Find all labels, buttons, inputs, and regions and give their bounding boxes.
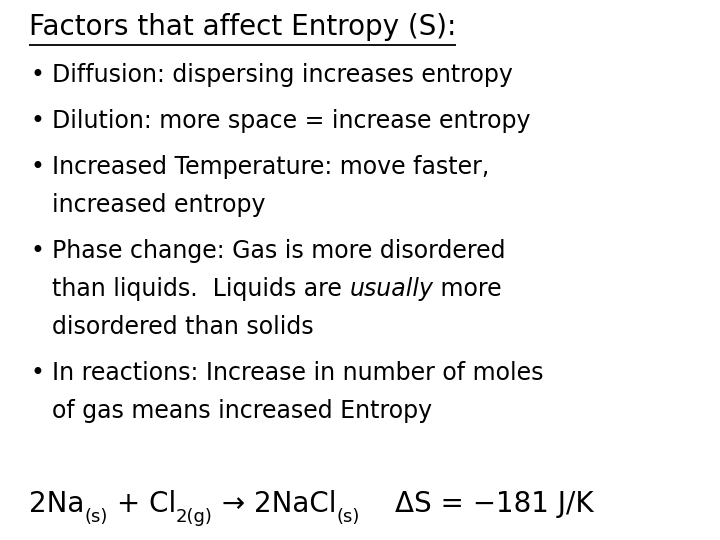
Text: 2(g): 2(g) (176, 508, 212, 526)
Text: disordered than solids: disordered than solids (52, 315, 314, 339)
Text: Phase change: Gas is more disordered: Phase change: Gas is more disordered (52, 239, 505, 263)
Text: Dilution: more space = increase entropy: Dilution: more space = increase entropy (52, 109, 531, 133)
Text: (s): (s) (336, 508, 359, 526)
Text: •: • (30, 361, 44, 385)
Text: •: • (30, 109, 44, 133)
Text: → 2NaCl: → 2NaCl (212, 490, 336, 518)
Text: Diffusion: dispersing increases entropy: Diffusion: dispersing increases entropy (52, 63, 513, 87)
Text: of gas means increased Entropy: of gas means increased Entropy (52, 399, 432, 423)
Text: •: • (30, 239, 44, 263)
Text: Factors that affect Entropy (S):: Factors that affect Entropy (S): (29, 13, 456, 41)
Text: (s): (s) (84, 508, 107, 526)
Text: usually: usually (349, 277, 433, 301)
Text: •: • (30, 155, 44, 179)
Text: In reactions: Increase in number of moles: In reactions: Increase in number of mole… (52, 361, 544, 385)
Text: + Cl: + Cl (107, 490, 176, 518)
Text: Increased Temperature: move faster,: Increased Temperature: move faster, (52, 155, 490, 179)
Text: more: more (433, 277, 502, 301)
Text: ΔS = −181 J/K: ΔS = −181 J/K (395, 490, 593, 518)
Text: increased entropy: increased entropy (52, 193, 266, 217)
Text: than liquids.  Liquids are: than liquids. Liquids are (52, 277, 349, 301)
Text: •: • (30, 63, 44, 87)
Text: 2Na: 2Na (29, 490, 84, 518)
